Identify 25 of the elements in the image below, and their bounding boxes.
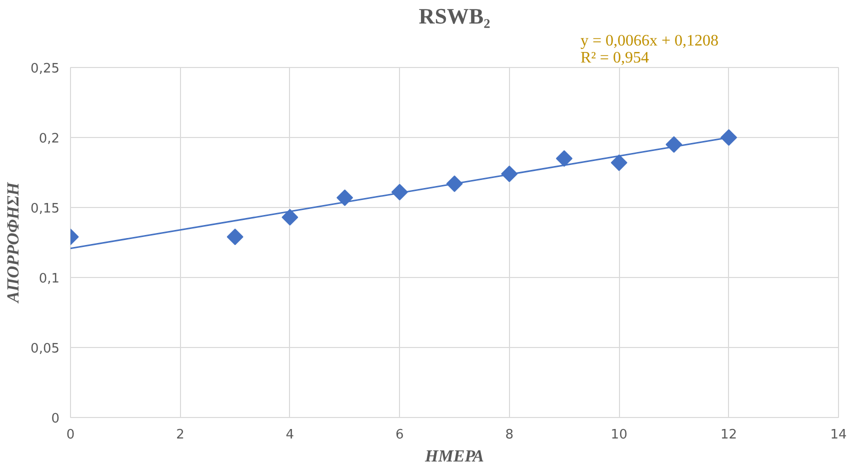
y-tick-label: 0,1 <box>38 272 60 286</box>
point <box>610 154 628 171</box>
point <box>720 129 738 146</box>
point <box>226 228 244 246</box>
x-tick-label: 8 <box>505 428 514 442</box>
chart-title: RSWB₂ <box>418 4 491 28</box>
x-tick-label: 10 <box>610 428 628 442</box>
y-tick-label: 0,15 <box>30 202 60 216</box>
y-axis-title: ΑΠΟΡΡΟΦΗΣΗ <box>4 182 23 304</box>
point <box>282 209 298 226</box>
x-tick-label: 4 <box>286 428 294 442</box>
y-tick-label: 0 <box>51 412 60 426</box>
y-tick-label: 0,05 <box>30 342 60 356</box>
point <box>556 150 572 167</box>
x-tick-label: 14 <box>830 428 847 442</box>
x-tick-label: 0 <box>66 428 75 442</box>
text: y = 0,0066x + 0,1208 <box>580 32 718 50</box>
x-axis-title: ΗΜΕΡΑ <box>424 446 484 466</box>
x-tick-label: 6 <box>396 428 404 442</box>
point <box>336 189 354 206</box>
x-tick-label: 12 <box>720 428 738 442</box>
y-tick-label: 0,25 <box>30 62 60 76</box>
y-tick-label: 0,2 <box>38 132 60 146</box>
x-tick-label: 2 <box>176 428 184 442</box>
text: R² = 0,954 <box>580 50 649 66</box>
